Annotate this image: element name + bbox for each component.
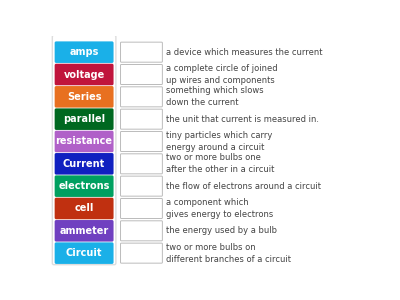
Text: a complete circle of joined
up wires and components: a complete circle of joined up wires and… bbox=[166, 64, 278, 85]
Text: electrons: electrons bbox=[58, 181, 110, 191]
FancyBboxPatch shape bbox=[120, 87, 162, 107]
FancyBboxPatch shape bbox=[120, 154, 162, 174]
FancyBboxPatch shape bbox=[55, 198, 114, 219]
FancyBboxPatch shape bbox=[120, 42, 162, 62]
Text: Circuit: Circuit bbox=[66, 248, 102, 258]
Text: voltage: voltage bbox=[64, 70, 105, 80]
FancyBboxPatch shape bbox=[120, 199, 162, 218]
Text: the energy used by a bulb: the energy used by a bulb bbox=[166, 226, 277, 235]
Text: two or more bulbs one
after the other in a circuit: two or more bulbs one after the other in… bbox=[166, 153, 275, 174]
FancyBboxPatch shape bbox=[55, 131, 114, 152]
Text: a component which
gives energy to electrons: a component which gives energy to electr… bbox=[166, 198, 274, 219]
FancyBboxPatch shape bbox=[120, 131, 162, 152]
FancyBboxPatch shape bbox=[55, 108, 114, 130]
FancyBboxPatch shape bbox=[120, 176, 162, 196]
Text: amps: amps bbox=[70, 47, 99, 57]
FancyBboxPatch shape bbox=[120, 64, 162, 85]
Text: parallel: parallel bbox=[63, 114, 105, 124]
FancyBboxPatch shape bbox=[55, 64, 114, 85]
FancyBboxPatch shape bbox=[55, 41, 114, 63]
FancyBboxPatch shape bbox=[55, 220, 114, 242]
Text: tiny particles which carry
energy around a circuit: tiny particles which carry energy around… bbox=[166, 131, 273, 152]
Text: cell: cell bbox=[74, 203, 94, 214]
Text: the flow of electrons around a circuit: the flow of electrons around a circuit bbox=[166, 182, 321, 191]
Text: a device which measures the current: a device which measures the current bbox=[166, 48, 323, 57]
FancyBboxPatch shape bbox=[52, 35, 116, 265]
FancyBboxPatch shape bbox=[120, 221, 162, 241]
FancyBboxPatch shape bbox=[120, 109, 162, 129]
Text: ammeter: ammeter bbox=[60, 226, 109, 236]
Text: resistance: resistance bbox=[56, 136, 113, 146]
FancyBboxPatch shape bbox=[55, 176, 114, 197]
Text: Series: Series bbox=[67, 92, 101, 102]
FancyBboxPatch shape bbox=[120, 243, 162, 263]
Text: Current: Current bbox=[63, 159, 105, 169]
Text: two or more bulbs on
different branches of a circuit: two or more bulbs on different branches … bbox=[166, 243, 291, 263]
Text: something which slows
down the current: something which slows down the current bbox=[166, 86, 264, 107]
FancyBboxPatch shape bbox=[55, 86, 114, 108]
FancyBboxPatch shape bbox=[55, 242, 114, 264]
FancyBboxPatch shape bbox=[55, 153, 114, 175]
Text: the unit that current is measured in.: the unit that current is measured in. bbox=[166, 115, 319, 124]
